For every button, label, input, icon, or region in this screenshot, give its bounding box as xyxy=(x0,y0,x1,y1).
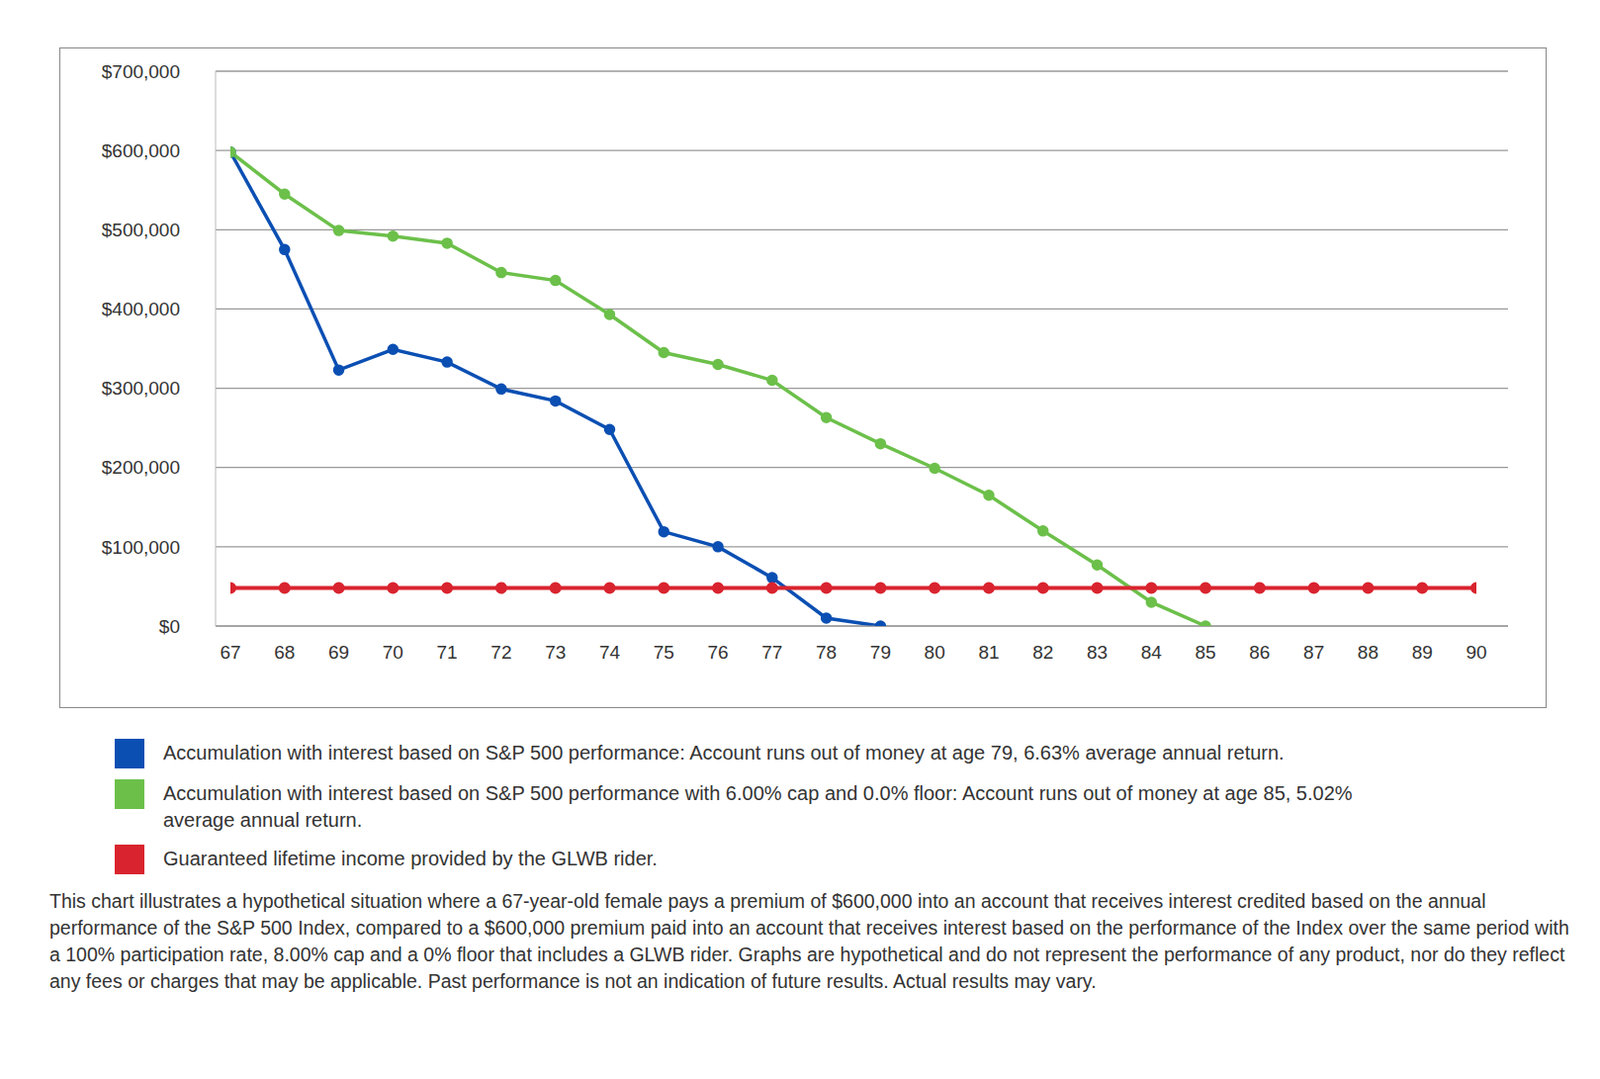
svg-text:$200,000: $200,000 xyxy=(101,456,180,478)
svg-text:85: 85 xyxy=(1195,641,1217,663)
svg-text:74: 74 xyxy=(599,641,622,663)
svg-text:$0: $0 xyxy=(159,616,180,637)
html-text:Accumulation with interest bas: Accumulation with interest based on S&P … xyxy=(163,741,1285,764)
svg-text:$600,000: $600,000 xyxy=(101,140,180,162)
svg-text:81: 81 xyxy=(977,641,999,663)
svg-text:$700,000: $700,000 xyxy=(101,61,180,83)
svg-text:82: 82 xyxy=(1032,641,1054,663)
svg-text:76: 76 xyxy=(707,641,728,663)
svg-text:80: 80 xyxy=(924,641,946,663)
html-text:This chart illustrates a hypot: This chart illustrates a hypothetical si… xyxy=(49,889,1570,992)
svg-text:68: 68 xyxy=(273,641,295,663)
svg-text:71: 71 xyxy=(437,641,458,663)
svg-text:87: 87 xyxy=(1303,641,1325,663)
html-text:Accumulation with interest bas: Accumulation with interest based on S&P … xyxy=(163,782,1353,831)
svg-text:75: 75 xyxy=(653,641,675,663)
html-text:Guaranteed lifetime income pro: Guaranteed lifetime income provided by t… xyxy=(163,847,658,870)
svg-text:73: 73 xyxy=(544,641,566,663)
svg-text:79: 79 xyxy=(870,641,891,663)
svg-text:89: 89 xyxy=(1412,641,1433,663)
svg-text:$300,000: $300,000 xyxy=(101,377,180,399)
svg-text:$500,000: $500,000 xyxy=(101,219,180,241)
svg-text:72: 72 xyxy=(490,641,512,663)
svg-text:$100,000: $100,000 xyxy=(101,536,180,558)
svg-text:88: 88 xyxy=(1357,641,1379,663)
svg-text:78: 78 xyxy=(815,641,837,663)
svg-text:70: 70 xyxy=(382,641,404,663)
svg-text:83: 83 xyxy=(1086,641,1108,663)
svg-text:$400,000: $400,000 xyxy=(101,298,180,320)
svg-text:86: 86 xyxy=(1248,641,1270,663)
svg-text:90: 90 xyxy=(1465,641,1487,663)
svg-text:67: 67 xyxy=(219,641,241,663)
svg-text:77: 77 xyxy=(761,641,783,663)
svg-text:84: 84 xyxy=(1141,641,1163,663)
svg-text:69: 69 xyxy=(328,641,350,663)
